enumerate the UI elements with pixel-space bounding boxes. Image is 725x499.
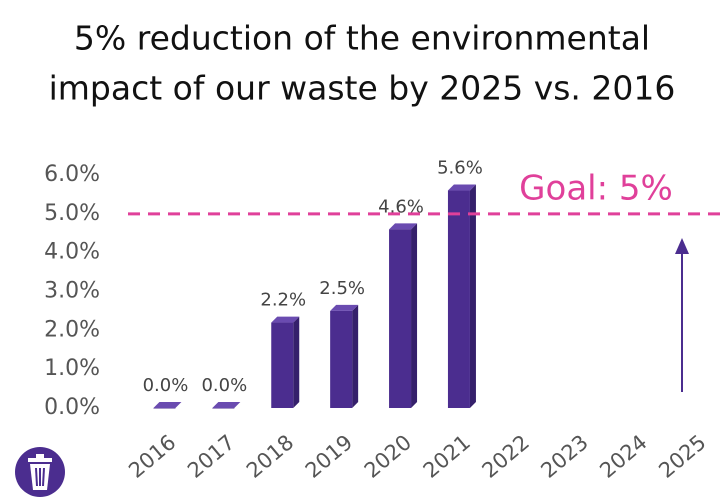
- x-tick-label: 2025: [654, 430, 710, 483]
- y-tick-label: 2.0%: [44, 317, 100, 342]
- y-tick-label: 0.0%: [44, 395, 100, 420]
- x-tick-label: 2022: [478, 430, 534, 483]
- bar: [212, 402, 241, 409]
- chart-title: 5% reduction of the environmental: [74, 19, 650, 58]
- bar: [447, 184, 476, 408]
- x-tick-label: 2023: [536, 430, 592, 483]
- target-arrow: [675, 238, 689, 392]
- x-tick-label: 2020: [360, 430, 416, 483]
- bar: [271, 316, 300, 408]
- x-tick-label: 2016: [124, 430, 180, 483]
- y-tick-label: 3.0%: [44, 279, 100, 304]
- x-tick-label: 2021: [419, 430, 475, 483]
- bar: [389, 223, 418, 408]
- x-tick-label: 2019: [301, 430, 357, 483]
- y-tick-label: 6.0%: [44, 162, 100, 187]
- bar: [153, 402, 182, 409]
- y-tick-label: 1.0%: [44, 356, 100, 381]
- value-label: 2.5%: [319, 278, 365, 299]
- x-tick-label: 2017: [183, 430, 239, 483]
- y-tick-label: 4.0%: [44, 240, 100, 265]
- goal-label: Goal: 5%: [519, 168, 673, 208]
- value-label: 0.0%: [143, 375, 189, 396]
- value-label: 2.2%: [260, 290, 306, 311]
- bar: [330, 304, 359, 408]
- chart-title: impact of our waste by 2025 vs. 2016: [49, 69, 676, 108]
- y-tick-label: 5.0%: [44, 201, 100, 226]
- value-label: 4.6%: [378, 196, 424, 217]
- value-label: 5.6%: [437, 158, 483, 179]
- x-tick-label: 2024: [595, 430, 651, 483]
- value-label: 0.0%: [201, 375, 247, 396]
- trash-icon: [15, 447, 65, 497]
- x-tick-label: 2018: [242, 430, 298, 483]
